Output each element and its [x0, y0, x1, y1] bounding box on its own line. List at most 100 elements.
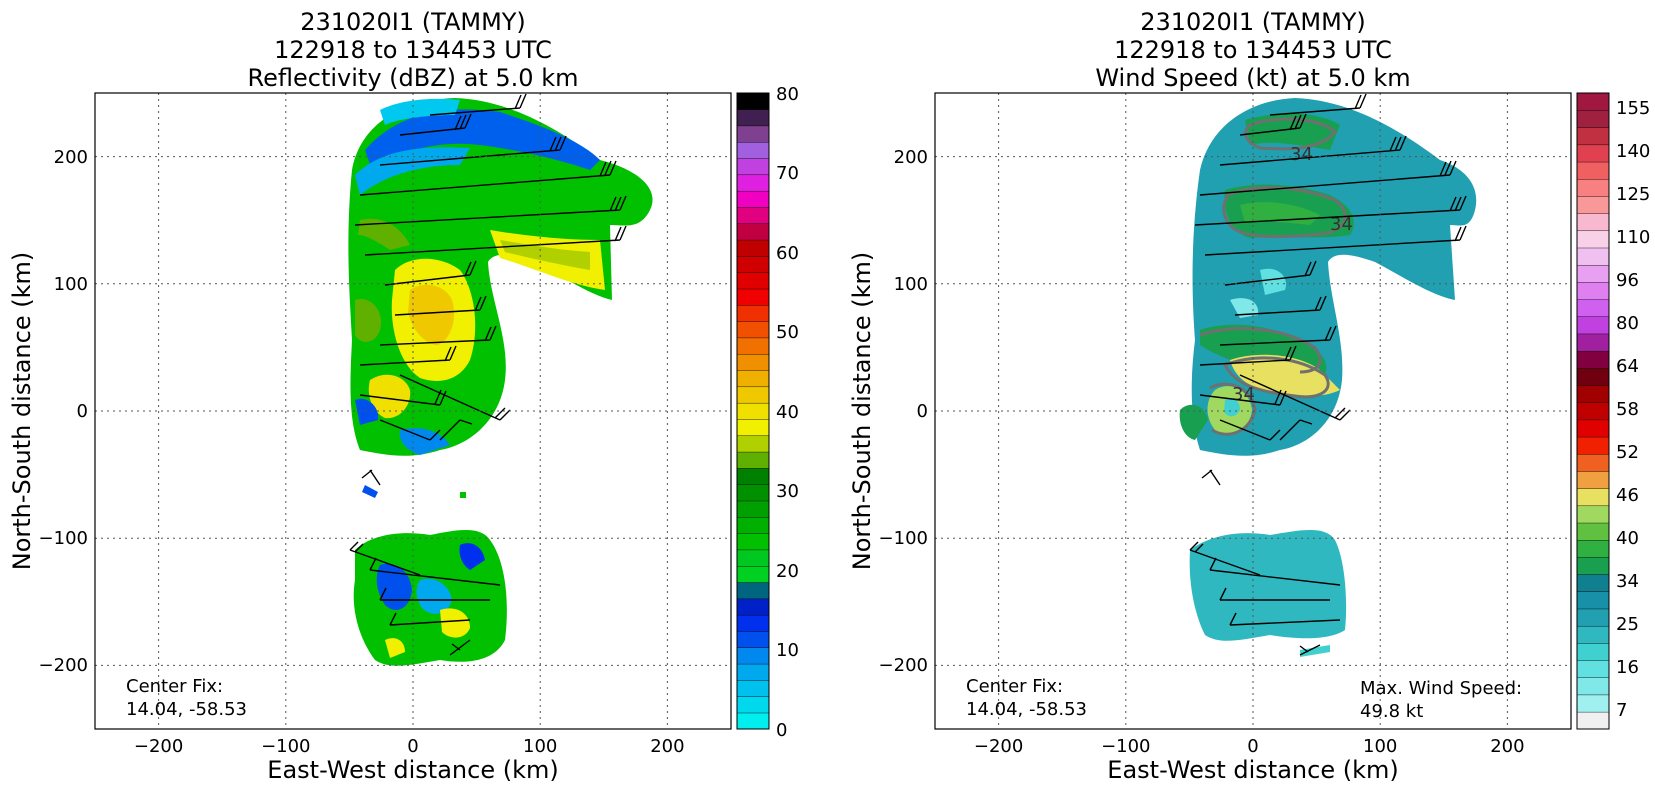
colorbar-swatch: [1576, 144, 1610, 163]
wind-title-line-2: 122918 to 134453 UTC: [1114, 36, 1392, 64]
wind-center-fix-value: 14.04, -58.53: [966, 699, 1087, 720]
colorbar-swatch: [1576, 642, 1610, 661]
colorbar-swatch: [736, 435, 770, 453]
colorbar-tick-label: 96: [1616, 270, 1639, 291]
colorbar-swatch: [736, 223, 770, 241]
colorbar-swatch: [1576, 488, 1610, 507]
colorbar-swatch: [736, 663, 770, 681]
colorbar-swatch: [736, 418, 770, 436]
colorbar-swatch: [1576, 453, 1610, 472]
wind-speed-panel: 231020I1 (TAMMY) 122918 to 134453 UTC Wi…: [848, 8, 1650, 784]
colorbar-tick-label: 52: [1616, 442, 1639, 463]
colorbar-swatch: [736, 696, 770, 714]
wind-y-axis-label: North-South distance (km): [848, 252, 876, 571]
colorbar-swatch: [736, 370, 770, 388]
colorbar-swatch: [1576, 316, 1610, 335]
colorbar-swatch: [1576, 299, 1610, 317]
x-tick-label: −200: [974, 736, 1023, 757]
colorbar-swatch: [1576, 247, 1610, 266]
colorbar-swatch: [1576, 591, 1610, 610]
wind-title-line-1: 231020I1 (TAMMY): [1140, 8, 1366, 36]
colorbar-swatch: [736, 712, 770, 730]
wind-wind-barbs: [1189, 93, 1467, 656]
colorbar-swatch: [1576, 660, 1610, 678]
colorbar-tick-label: 155: [1616, 98, 1650, 119]
y-tick-label: 200: [894, 147, 928, 168]
colorbar-swatch: [736, 353, 770, 371]
colorbar-swatch: [1576, 264, 1610, 283]
x-tick-label: −100: [1101, 736, 1150, 757]
y-tick-label: −200: [879, 655, 928, 676]
colorbar-tick-label: 0: [776, 720, 787, 741]
colorbar-swatch: [1576, 677, 1610, 696]
colorbar-swatch: [736, 141, 770, 159]
colorbar-swatch: [736, 255, 770, 273]
colorbar-swatch: [1576, 436, 1610, 455]
colorbar-swatch: [736, 174, 770, 192]
wind-contour-labels: 34 34 34: [1232, 144, 1353, 405]
reflectivity-title-line-2: 122918 to 134453 UTC: [274, 36, 552, 64]
colorbar-swatch: [736, 92, 770, 110]
y-tick-label: −200: [39, 655, 88, 676]
colorbar-swatch: [736, 125, 770, 143]
colorbar-swatch: [736, 679, 770, 697]
contour-label: 34: [1330, 214, 1353, 235]
colorbar-swatch: [736, 109, 770, 127]
colorbar-swatch: [1576, 402, 1610, 421]
y-tick-label: 100: [54, 274, 88, 295]
colorbar-tick-label: 80: [1616, 313, 1639, 334]
colorbar-swatch: [1576, 574, 1610, 592]
colorbar-swatch: [736, 484, 770, 502]
colorbar-swatch: [736, 630, 770, 648]
x-tick-label: 200: [650, 736, 684, 757]
colorbar-tick-label: 40: [776, 402, 799, 423]
colorbar-tick-label: 58: [1616, 399, 1639, 420]
reflectivity-center-fix-value: 14.04, -58.53: [126, 699, 247, 720]
y-tick-label: 200: [54, 147, 88, 168]
colorbar-swatch: [736, 467, 770, 485]
reflectivity-axes-frame: [94, 92, 732, 730]
colorbar-swatch: [1576, 92, 1610, 111]
y-tick-label: 0: [77, 401, 88, 422]
colorbar-swatch: [736, 582, 770, 600]
colorbar-tick-label: 20: [776, 561, 799, 582]
colorbar-swatch: [736, 272, 770, 290]
colorbar-swatch: [1576, 539, 1610, 558]
colorbar-swatch: [736, 500, 770, 518]
colorbar-swatch: [1576, 281, 1610, 300]
colorbar-tick-label: 140: [1616, 141, 1650, 162]
wind-colorbar-ticks: 155 140 125 110 96 80 64 58 52 46 40 34 …: [1616, 98, 1650, 721]
colorbar-tick-label: 34: [1616, 571, 1639, 592]
reflectivity-panel: 231020I1 (TAMMY) 122918 to 134453 UTC Re…: [8, 8, 799, 784]
colorbar-tick-label: 50: [776, 322, 799, 343]
colorbar-swatch: [736, 549, 770, 567]
colorbar-swatch: [1576, 213, 1610, 232]
reflectivity-grid: [95, 93, 731, 729]
colorbar-swatch: [1576, 350, 1610, 369]
reflectivity-x-axis-label: East-West distance (km): [267, 756, 558, 784]
colorbar-tick-label: 110: [1616, 227, 1650, 248]
colorbar-swatch: [736, 647, 770, 665]
wind-x-axis-label: East-West distance (km): [1107, 756, 1398, 784]
colorbar-swatch: [1576, 556, 1610, 575]
colorbar-swatch: [1576, 419, 1610, 438]
colorbar-swatch: [1576, 522, 1610, 541]
colorbar-swatch: [736, 533, 770, 551]
colorbar-tick-label: 30: [776, 481, 799, 502]
colorbar-swatch: [1576, 505, 1610, 524]
y-tick-label: −100: [879, 528, 928, 549]
colorbar-swatch: [1576, 127, 1610, 146]
max-wind-speed-value: 49.8 kt: [1360, 701, 1423, 722]
colorbar-tick-label: 70: [776, 163, 799, 184]
colorbar-swatch: [1576, 694, 1610, 713]
x-tick-label: 0: [1247, 736, 1258, 757]
colorbar-swatch: [736, 288, 770, 306]
reflectivity-colorbar-ticks: 80 70 60 50 40 30 20 10 0: [776, 84, 799, 741]
wind-title-line-3: Wind Speed (kt) at 5.0 km: [1095, 64, 1410, 92]
colorbar-swatch: [1576, 625, 1610, 644]
x-tick-label: −200: [134, 736, 183, 757]
y-tick-label: 100: [894, 274, 928, 295]
colorbar-swatch: [1576, 195, 1610, 214]
wind-y-ticks: 200 100 0 −100 −200: [879, 147, 928, 676]
